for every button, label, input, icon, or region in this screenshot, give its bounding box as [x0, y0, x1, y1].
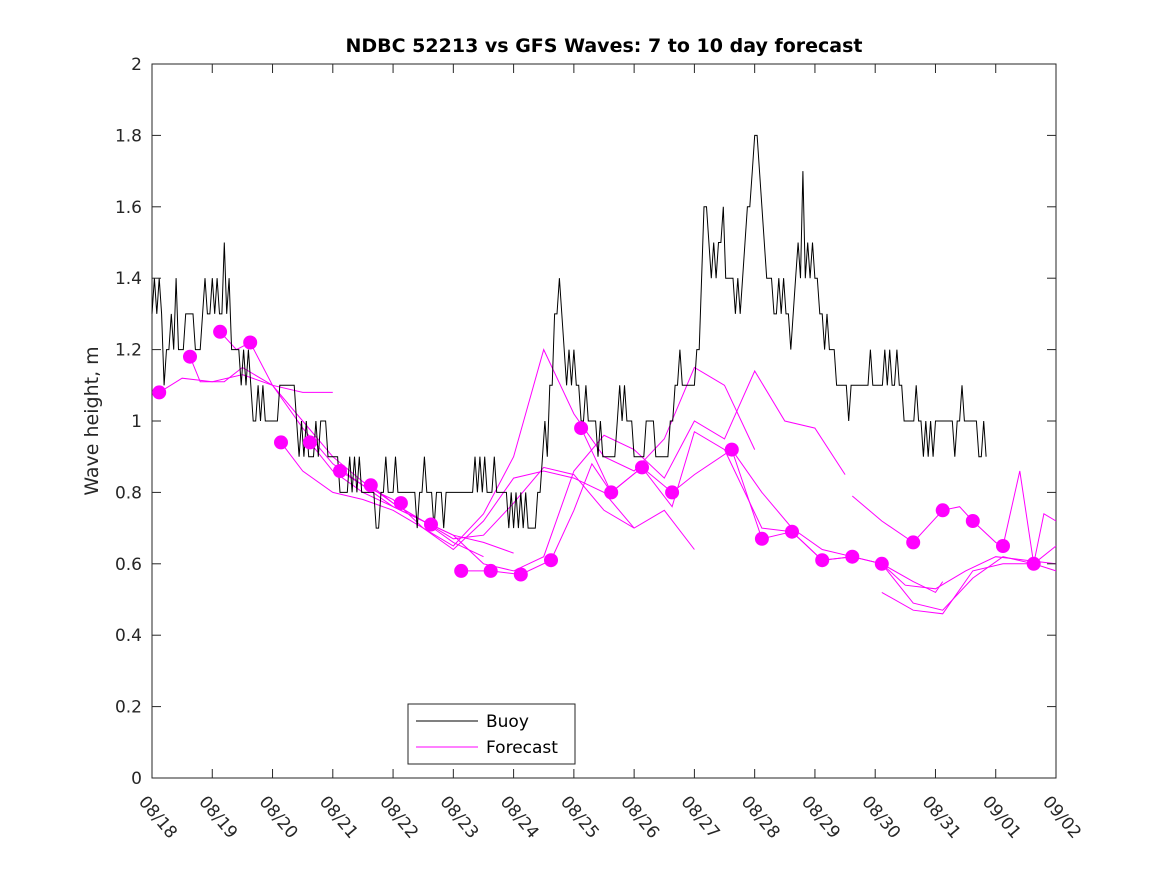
forecast-line-4 — [280, 442, 635, 551]
forecast-marker — [183, 349, 197, 364]
y-tick-label: 0.6 — [115, 555, 142, 575]
y-tick-label: 2 — [131, 55, 142, 75]
forecast-marker — [724, 442, 739, 457]
forecast-line-5 — [309, 442, 695, 550]
forecast-marker — [935, 503, 950, 518]
y-tick-label: 1.4 — [115, 269, 142, 289]
y-axis: 0 0.2 0.4 0.6 0.8 1 1.2 1.4 1.6 1.8 2 — [115, 55, 1056, 789]
forecast-line-7 — [370, 369, 846, 572]
forecast-marker — [604, 485, 619, 500]
forecast-marker — [1026, 556, 1041, 571]
forecast-marker — [845, 549, 860, 564]
forecast-marker — [213, 324, 228, 339]
forecast-marker — [544, 553, 558, 568]
forecast-markers — [152, 324, 1041, 582]
forecast-marker — [274, 435, 288, 450]
chart-title: NDBC 52213 vs GFS Waves: 7 to 10 day for… — [345, 35, 862, 57]
forecast-marker — [665, 485, 680, 500]
legend-label-forecast: Forecast — [486, 738, 558, 758]
forecast-marker — [393, 496, 408, 511]
forecast-marker — [333, 464, 347, 478]
buoy-series-line — [151, 134, 987, 529]
forecast-marker — [906, 535, 921, 550]
y-tick-label: 1.8 — [115, 126, 142, 146]
y-tick-label: 1.2 — [115, 341, 142, 361]
y-tick-label: 0.2 — [115, 698, 142, 718]
forecast-marker — [454, 563, 469, 578]
forecast-marker — [363, 478, 378, 493]
forecast-marker — [152, 385, 167, 400]
forecast-marker — [874, 556, 889, 571]
y-axis-label: Wave height, m — [81, 346, 103, 495]
forecast-marker — [574, 421, 589, 436]
forecast-marker — [785, 524, 799, 539]
y-tick-label: 1.6 — [115, 198, 142, 218]
forecast-marker — [965, 514, 980, 528]
forecast-marker — [302, 435, 317, 450]
y-tick-label: 0 — [131, 769, 142, 789]
forecast-marker — [996, 539, 1010, 553]
plot-area: 08/18 08/19 08/20 08/21 08/22 08/23 08/24 08/25… — [115, 55, 1085, 843]
y-tick-label: 0.8 — [115, 483, 142, 503]
legend-label-buoy: Buoy — [486, 712, 529, 732]
forecast-marker — [243, 335, 258, 350]
forecast-marker — [754, 531, 769, 546]
forecast-marker — [513, 567, 528, 582]
y-tick-label: 0.4 — [115, 626, 142, 646]
forecast-marker — [483, 563, 498, 578]
buoy-line — [151, 134, 987, 529]
legend-box — [407, 703, 576, 765]
forecast-marker — [424, 517, 438, 532]
y-tick-label: 1 — [131, 412, 142, 432]
forecast-marker — [635, 460, 649, 475]
legend: Buoy Forecast — [407, 703, 576, 765]
forecast-marker — [815, 553, 830, 568]
